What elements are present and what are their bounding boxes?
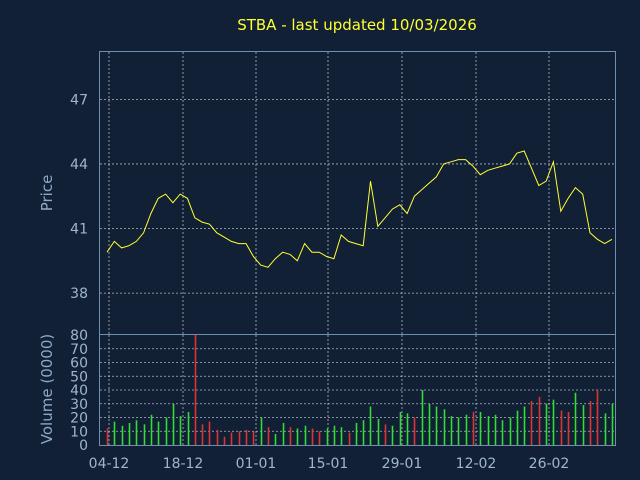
x-tick-label: 26-02 (529, 456, 570, 472)
volume-y-tick-label: 70 (70, 342, 88, 358)
x-ticks: 04-12 18-12 01-01 15-01 29-01 12-02 26-02 (89, 456, 570, 472)
chart-title: STBA - last updated 10/03/2026 (237, 16, 477, 34)
volume-y-tick-label: 10 (70, 424, 88, 440)
volume-axis-label: Volume (0000) (38, 334, 56, 444)
price-line (106, 150, 613, 268)
price-y-tick-label: 47 (70, 92, 88, 108)
volume-y-tick-label: 40 (70, 383, 88, 399)
price-y-tick-label: 41 (70, 222, 88, 238)
volume-grid (100, 335, 615, 445)
volume-panel-frame (99, 334, 616, 446)
x-tick-label: 01-01 (236, 456, 277, 472)
x-tick-label: 18-12 (163, 456, 204, 472)
x-tick-label: 15-01 (308, 456, 349, 472)
volume-y-tick-label: 50 (70, 369, 88, 385)
volume-y-tick-label: 0 (79, 438, 88, 454)
price-y-tick-label: 44 (70, 157, 88, 173)
x-tick-label: 12-02 (456, 456, 497, 472)
volume-y-tick-label: 30 (70, 397, 88, 413)
volume-bars (106, 335, 614, 445)
volume-y-tick-label: 80 (70, 328, 88, 344)
price-y-ticks: 38 41 44 47 (70, 92, 88, 302)
price-y-tick-label: 38 (70, 286, 88, 302)
volume-y-tick-label: 60 (70, 356, 88, 372)
x-tick-label: 04-12 (89, 456, 130, 472)
price-axis-label: Price (38, 175, 56, 212)
price-grid (100, 52, 615, 334)
x-tick-label: 29-01 (382, 456, 423, 472)
volume-y-tick-label: 20 (70, 411, 88, 427)
